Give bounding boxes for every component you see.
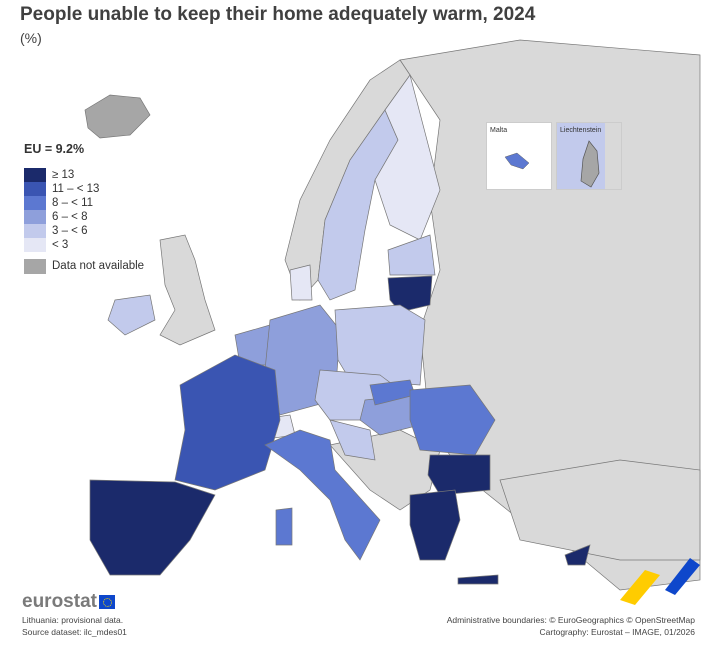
legend-label: 3 – < 6 — [52, 225, 88, 237]
spain-portugal — [89, 479, 216, 576]
inset-liechtenstein: Liechtenstein — [556, 122, 622, 190]
map-title: People unable to keep their home adequat… — [20, 4, 536, 25]
estonia-latvia — [387, 234, 436, 276]
footer-notes: Lithuania: provisional data. Source data… — [22, 614, 127, 638]
legend-item: 6 – < 8 — [24, 210, 144, 224]
eu-average: EU = 9.2% — [24, 142, 85, 156]
legend-swatch — [24, 196, 46, 210]
legend-label: ≥ 13 — [52, 169, 75, 181]
crete — [457, 574, 499, 585]
turkey — [499, 459, 701, 561]
logo-stripe-blue — [665, 558, 700, 595]
source-dataset: Source dataset: ilc_mdes01 — [22, 627, 127, 637]
sardinia — [275, 507, 293, 546]
finland — [374, 74, 441, 241]
legend-item: 11 – < 13 — [24, 182, 144, 196]
liechtenstein-shape — [580, 140, 600, 188]
provisional-note: Lithuania: provisional data. — [22, 615, 124, 625]
legend-label: 6 – < 8 — [52, 211, 88, 223]
legend-swatch — [24, 238, 46, 252]
legend-item: ≥ 13 — [24, 168, 144, 182]
lithuania — [387, 275, 433, 313]
legend-swatch — [24, 168, 46, 182]
italy — [264, 429, 381, 561]
inset-label: Liechtenstein — [560, 127, 602, 134]
france — [174, 354, 281, 491]
logo-text: eurostat — [22, 591, 97, 612]
legend-swatch — [24, 224, 46, 238]
legend-swatch — [24, 258, 46, 274]
legend-item: < 3 — [24, 238, 144, 252]
boundaries-credit: Administrative boundaries: © EuroGeograp… — [446, 615, 695, 625]
legend-swatch — [24, 210, 46, 224]
eurostat-logo: eurostat — [22, 591, 115, 613]
legend-item: 8 – < 11 — [24, 196, 144, 210]
legend: EU = 9.2% ≥ 13 11 – < 13 8 – < 11 6 – < … — [24, 142, 144, 274]
bulgaria — [427, 454, 491, 496]
denmark — [289, 264, 313, 301]
uk — [159, 234, 216, 346]
inset-label: Malta — [490, 127, 508, 134]
greece — [409, 489, 461, 561]
logo-stripe-yellow — [620, 570, 660, 605]
footer-credits: Administrative boundaries: © EuroGeograp… — [447, 614, 695, 638]
malta-shape — [504, 152, 530, 170]
legend-label: < 3 — [52, 239, 69, 251]
poland — [334, 304, 426, 386]
legend-swatch — [24, 182, 46, 196]
iceland — [84, 94, 151, 139]
croatia-slovenia — [329, 419, 376, 461]
cartography-credit: Cartography: Eurostat – IMAGE, 01/2026 — [539, 627, 695, 637]
eu-flag-icon — [98, 595, 115, 609]
legend-item-na: Data not available — [24, 258, 144, 274]
cyprus — [564, 544, 591, 566]
map-subtitle: (%) — [20, 30, 42, 46]
legend-label: Data not available — [52, 260, 145, 272]
legend-label: 8 – < 11 — [52, 197, 94, 209]
ireland — [107, 294, 156, 336]
legend-item: 3 – < 6 — [24, 224, 144, 238]
legend-label: 11 – < 13 — [52, 183, 100, 195]
inset-malta: Malta — [486, 122, 552, 190]
